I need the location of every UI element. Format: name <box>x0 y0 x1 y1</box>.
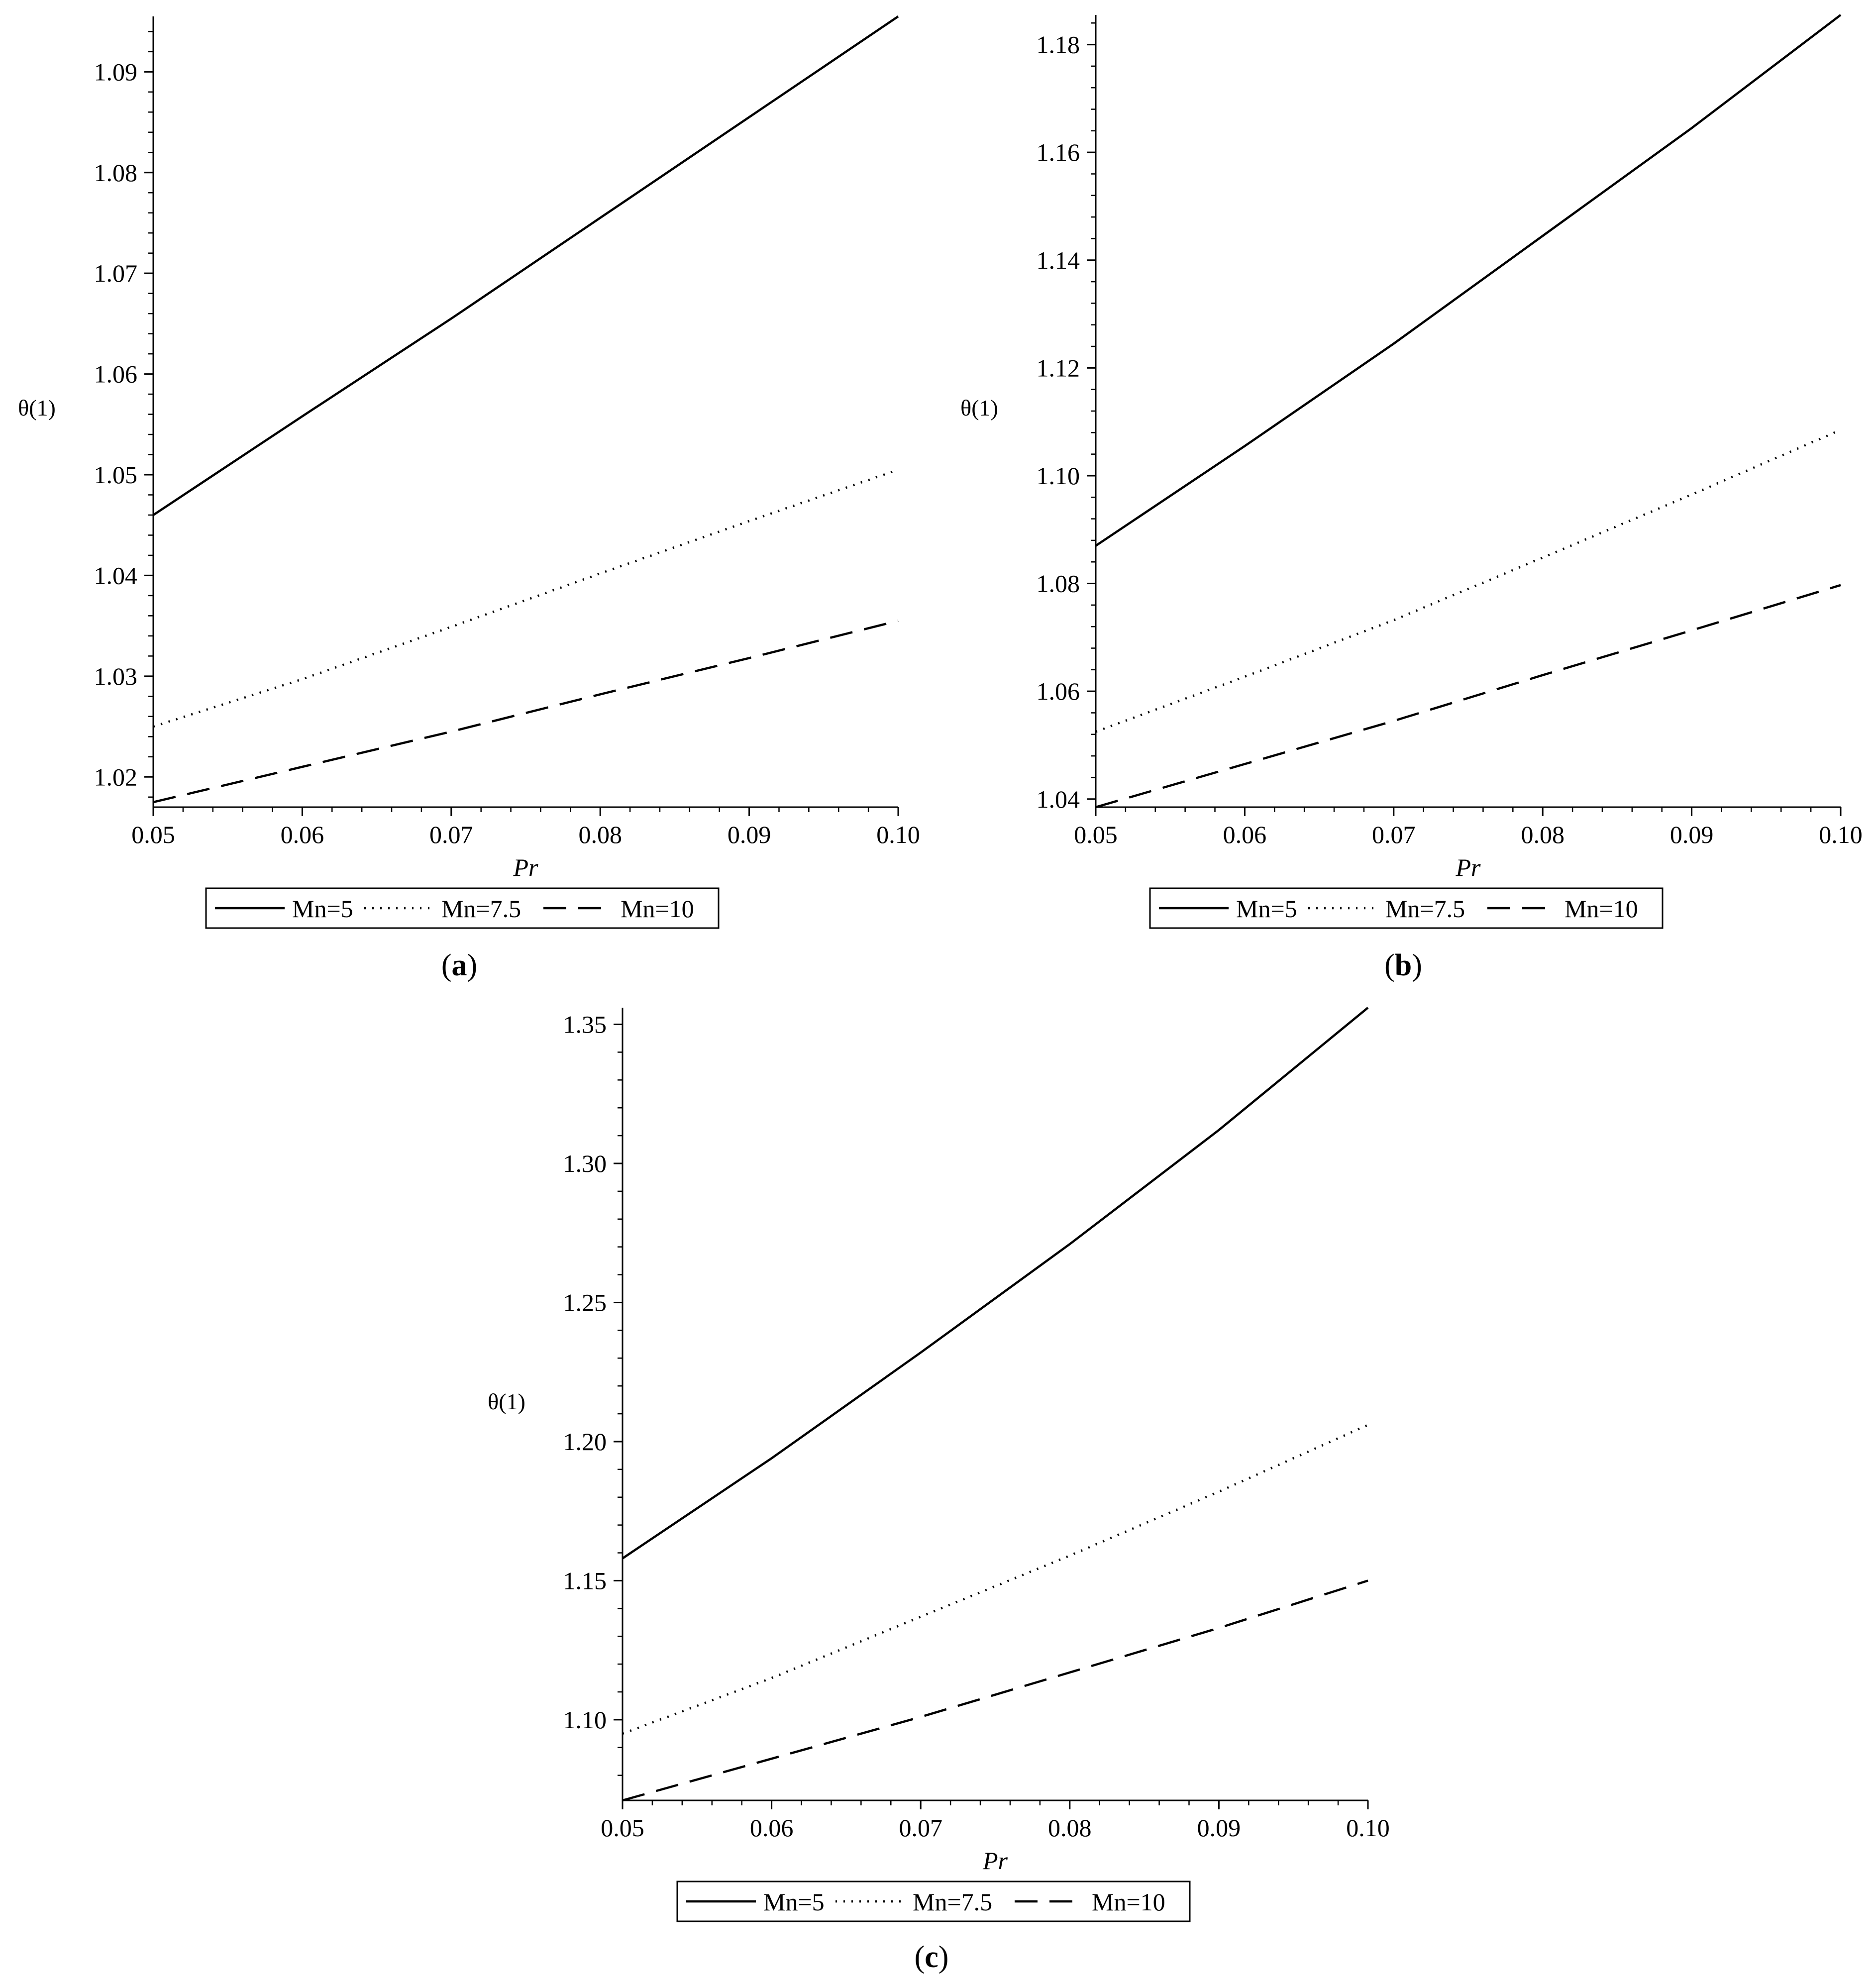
x-tick-label: 0.08 <box>1521 821 1564 848</box>
x-tick-label: 0.06 <box>1223 821 1267 848</box>
panel-label: (a) <box>441 948 477 982</box>
series-line <box>1095 428 1841 733</box>
y-tick-label: 1.35 <box>563 1011 607 1039</box>
y-tick-label: 1.20 <box>563 1428 607 1456</box>
series-line <box>152 15 899 516</box>
y-tick-label: 1.08 <box>1037 570 1080 598</box>
x-tick-label: 0.07 <box>899 1814 942 1842</box>
legend-label: Mn=5 <box>763 1888 825 1916</box>
y-tick-label: 1.04 <box>94 561 138 589</box>
x-tick-label: 0.09 <box>1197 1814 1241 1842</box>
legend-box <box>205 887 720 929</box>
y-axis-label: θ(1) <box>18 395 56 420</box>
x-tick-label: 0.07 <box>429 821 473 848</box>
legend-label: Mn=10 <box>1092 1888 1165 1916</box>
legend-label: Mn=10 <box>1564 895 1638 923</box>
x-tick-label: 0.09 <box>728 821 771 848</box>
series-line <box>622 1007 1369 1560</box>
y-axis-label: θ(1) <box>488 1389 525 1414</box>
x-axis-label: Pr <box>1456 853 1481 881</box>
panel-c: 0.05 0.06 0.07 0.08 0.09 0.10 1.10 1.15 1.20 1.25… <box>488 1007 1390 1974</box>
legend-label: Mn=7.5 <box>1385 895 1465 923</box>
y-tick-label: 1.04 <box>1037 785 1080 813</box>
y-tick-label: 1.05 <box>94 461 138 489</box>
legend-label: Mn=5 <box>1236 895 1297 923</box>
x-tick-label: 0.05 <box>131 821 175 848</box>
y-tick-label: 1.12 <box>1037 354 1080 382</box>
y-tick-label: 1.10 <box>563 1706 607 1734</box>
y-tick-label: 1.03 <box>94 662 138 690</box>
panel-b: 0.05 0.06 0.07 0.08 0.09 0.10 1.04 1.06 1.08 1.10… <box>960 14 1863 982</box>
series-line <box>622 1579 1368 1802</box>
x-tick-label: 0.05 <box>1074 821 1118 848</box>
y-tick-label: 1.18 <box>1037 31 1080 59</box>
y-tick-label: 1.14 <box>1037 246 1080 274</box>
x-tick-label: 0.06 <box>281 821 324 848</box>
legend-label: Mn=5 <box>292 895 353 923</box>
series-line <box>622 1424 1368 1735</box>
panel-label: (c) <box>915 1940 949 1974</box>
x-tick-label: 0.10 <box>876 821 920 848</box>
y-tick-label: 1.08 <box>94 159 138 187</box>
y-tick-label: 1.30 <box>563 1150 607 1177</box>
legend-box <box>1149 887 1664 929</box>
y-tick-label: 1.25 <box>563 1288 607 1316</box>
y-tick-label: 1.15 <box>563 1567 607 1594</box>
y-tick-label: 1.10 <box>1037 462 1080 490</box>
legend-label: Mn=10 <box>621 895 694 923</box>
x-tick-label: 0.05 <box>601 1814 644 1842</box>
y-tick-label: 1.02 <box>94 763 138 791</box>
legend-label: Mn=7.5 <box>441 895 521 923</box>
series-line <box>1095 14 1842 547</box>
x-tick-label: 0.10 <box>1819 821 1863 848</box>
y-tick-label: 1.07 <box>94 259 138 287</box>
x-axis-label: Pr <box>513 853 539 881</box>
legend-box <box>676 1881 1191 1922</box>
x-tick-label: 0.09 <box>1670 821 1714 848</box>
series-line <box>153 468 899 728</box>
panel-label: (b) <box>1384 948 1422 982</box>
x-tick-label: 0.07 <box>1372 821 1416 848</box>
series-line <box>153 620 899 804</box>
x-tick-label: 0.08 <box>578 821 622 848</box>
x-tick-label: 0.08 <box>1048 1814 1092 1842</box>
y-tick-label: 1.06 <box>94 360 138 388</box>
x-tick-label: 0.06 <box>750 1814 794 1842</box>
series-line <box>1095 584 1841 809</box>
legend-label: Mn=7.5 <box>913 1888 992 1916</box>
y-tick-label: 1.09 <box>94 58 138 86</box>
x-axis-label: Pr <box>982 1847 1008 1875</box>
y-tick-label: 1.06 <box>1037 677 1080 705</box>
y-tick-label: 1.16 <box>1037 138 1080 166</box>
panel-a: 0.05 0.06 0.07 0.08 0.09 0.10 1.02 1.03 1.04 1.05… <box>18 15 920 982</box>
x-tick-label: 0.10 <box>1346 1814 1390 1842</box>
y-axis-label: θ(1) <box>960 395 998 420</box>
